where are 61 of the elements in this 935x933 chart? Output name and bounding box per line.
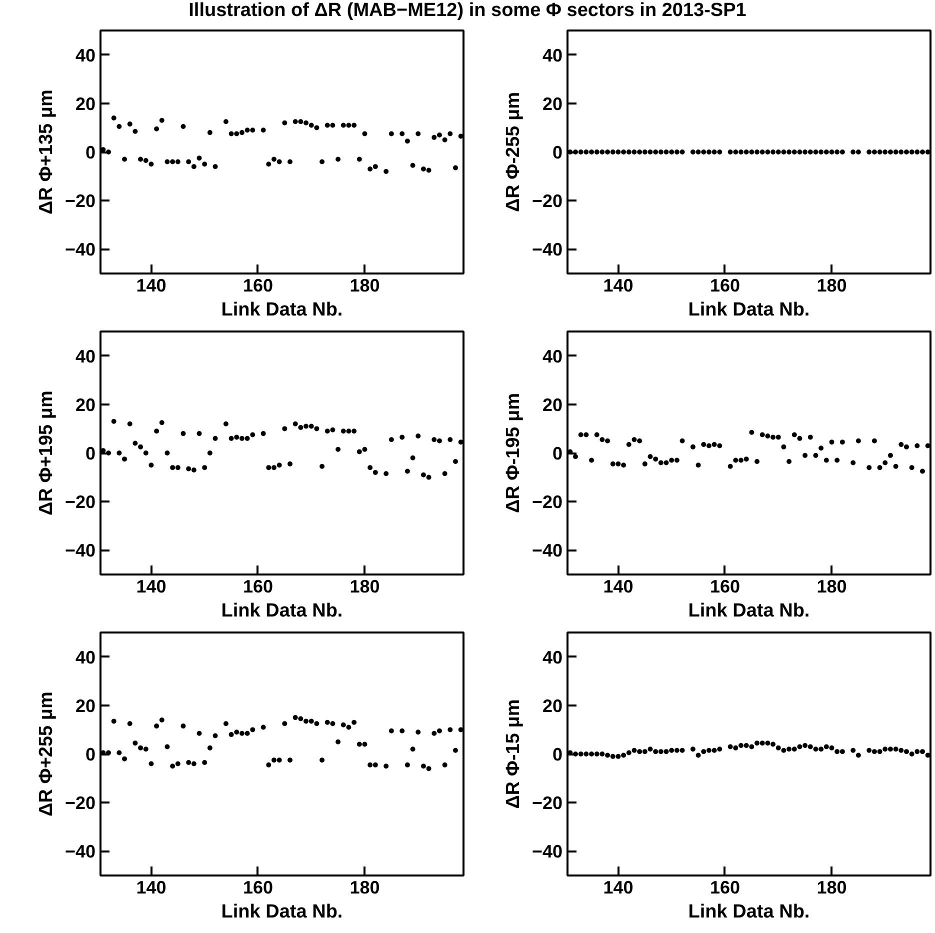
x-axis-title: Link Data Nb. [221, 902, 343, 922]
y-tick-label: −40 [64, 842, 96, 862]
y-tick-label: 0 [85, 744, 96, 764]
x-tick-label: 140 [136, 576, 166, 596]
y-tick-label: 20 [75, 394, 96, 415]
x-tick-label: 160 [242, 276, 274, 296]
y-tick-label: 0 [552, 142, 563, 162]
y-tick-label: 0 [552, 444, 563, 464]
x-axis-title: Link Data Nb. [688, 902, 810, 922]
y-tick-label: 20 [75, 696, 96, 716]
y-axis-title: ΔR Φ-255 μm [502, 92, 524, 212]
y-tick-label: −20 [64, 793, 96, 814]
x-tick-label: 180 [350, 576, 380, 596]
x-tick-label: 140 [603, 878, 634, 898]
y-tick-label: 0 [85, 444, 96, 464]
x-tick-label: 140 [603, 276, 634, 296]
y-axis-title: ΔR Φ-15 μm [502, 699, 524, 809]
y-axis-title: ΔR Φ+135 μm [36, 90, 57, 214]
y-tick-label: 20 [75, 94, 96, 114]
x-axis-title: Link Data Nb. [688, 300, 810, 320]
x-tick-label: 180 [350, 878, 380, 898]
y-tick-label: 40 [75, 346, 96, 366]
x-tick-label: 180 [816, 276, 847, 296]
x-tick-label: 180 [816, 878, 847, 898]
x-axis-title: Link Data Nb. [688, 600, 810, 622]
y-axis-title: ΔR Φ-195 μm [502, 392, 524, 514]
x-tick-label: 160 [710, 276, 740, 296]
y-tick-label: 20 [542, 394, 563, 415]
y-tick-label: −20 [532, 793, 563, 814]
x-tick-label: 160 [710, 576, 740, 596]
y-tick-label: 40 [75, 647, 96, 668]
x-tick-label: 160 [710, 878, 740, 898]
y-tick-label: 40 [542, 45, 563, 66]
x-tick-label: 140 [603, 576, 634, 596]
x-tick-label: 180 [350, 276, 380, 296]
y-tick-label: 0 [85, 142, 96, 162]
y-tick-label: −20 [532, 191, 563, 212]
y-tick-label: 40 [542, 346, 563, 366]
y-tick-label: −40 [64, 540, 96, 561]
y-tick-label: −20 [532, 492, 563, 512]
x-axis-title: Link Data Nb. [221, 600, 343, 622]
y-tick-label: −20 [64, 492, 96, 512]
chart-title: Illustration of ΔR (MAB−ME12) in some Φ sectors in 2013-SP1 [188, 0, 746, 22]
x-axis-title: Link Data Nb. [221, 300, 343, 320]
y-tick-label: −20 [64, 191, 96, 212]
y-axis-title: ΔR Φ+255 μm [36, 692, 57, 816]
y-tick-label: 20 [542, 94, 563, 114]
x-tick-label: 140 [136, 878, 166, 898]
y-tick-label: −40 [532, 540, 563, 561]
y-tick-label: 40 [75, 45, 96, 66]
x-tick-label: 140 [136, 276, 166, 296]
y-tick-label: 20 [542, 696, 563, 716]
y-tick-label: −40 [532, 842, 563, 862]
y-tick-label: −40 [64, 240, 96, 260]
x-tick-label: 160 [242, 576, 274, 596]
x-tick-label: 160 [242, 878, 274, 898]
y-tick-label: 0 [552, 744, 563, 764]
y-tick-label: 40 [542, 647, 563, 668]
y-axis-title: ΔR Φ+195 μm [36, 390, 57, 516]
x-tick-label: 180 [816, 576, 847, 596]
y-tick-label: −40 [532, 240, 563, 260]
